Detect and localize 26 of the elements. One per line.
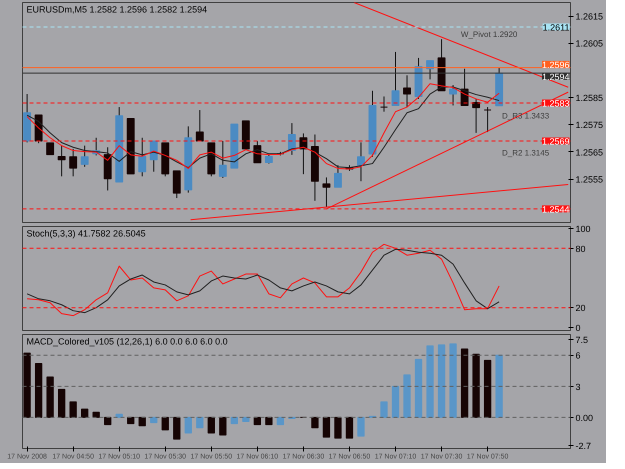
ref-line-label: 1.2583 xyxy=(542,98,570,108)
y-tick-label: 80 xyxy=(576,244,586,254)
annotation: W_Pivot 1.2920 xyxy=(460,30,518,39)
y-tick-label: 0 xyxy=(576,323,581,334)
y-tick-label: 0.00 xyxy=(576,412,594,423)
ref-line-label: 1.2594 xyxy=(542,72,570,82)
ref-line-label: 1.2544 xyxy=(542,204,570,214)
y-tick-label: 1.2585 xyxy=(576,93,604,104)
y-tick-label: 100 xyxy=(576,224,591,234)
y-tick-label: 3 xyxy=(576,382,581,392)
annotation: D_R2 1.3145 xyxy=(502,148,550,158)
ref-line-label: 1.2611 xyxy=(542,22,570,32)
ref-line-label: 1.2569 xyxy=(542,136,570,147)
chart-title: MACD_Colored_v105 (12,26,1) 6.0 0.0 6.0 6.0 0.0 xyxy=(26,336,228,346)
y-tick-label: 1.2615 xyxy=(576,12,604,22)
y-tick-label: -2.7 xyxy=(576,440,592,451)
y-tick-label: 7.5 xyxy=(576,335,588,346)
y-tick-label: 20 xyxy=(576,303,586,314)
y-tick-label: 6 xyxy=(576,350,581,361)
y-tick-label: 1.2605 xyxy=(576,38,604,49)
ref-line-label: 1.2596 xyxy=(542,60,570,70)
y-tick-label: 1.2555 xyxy=(576,174,604,185)
y-tick-label: 1.2565 xyxy=(576,147,604,158)
chart-title: Stoch(5,3,3) 41.7582 26.5045 xyxy=(26,228,146,238)
chart-title: EURUSDm,M5 1.2582 1.2596 1.2582 1.2594 xyxy=(26,4,208,14)
y-tick-label: 1.2575 xyxy=(576,120,604,130)
